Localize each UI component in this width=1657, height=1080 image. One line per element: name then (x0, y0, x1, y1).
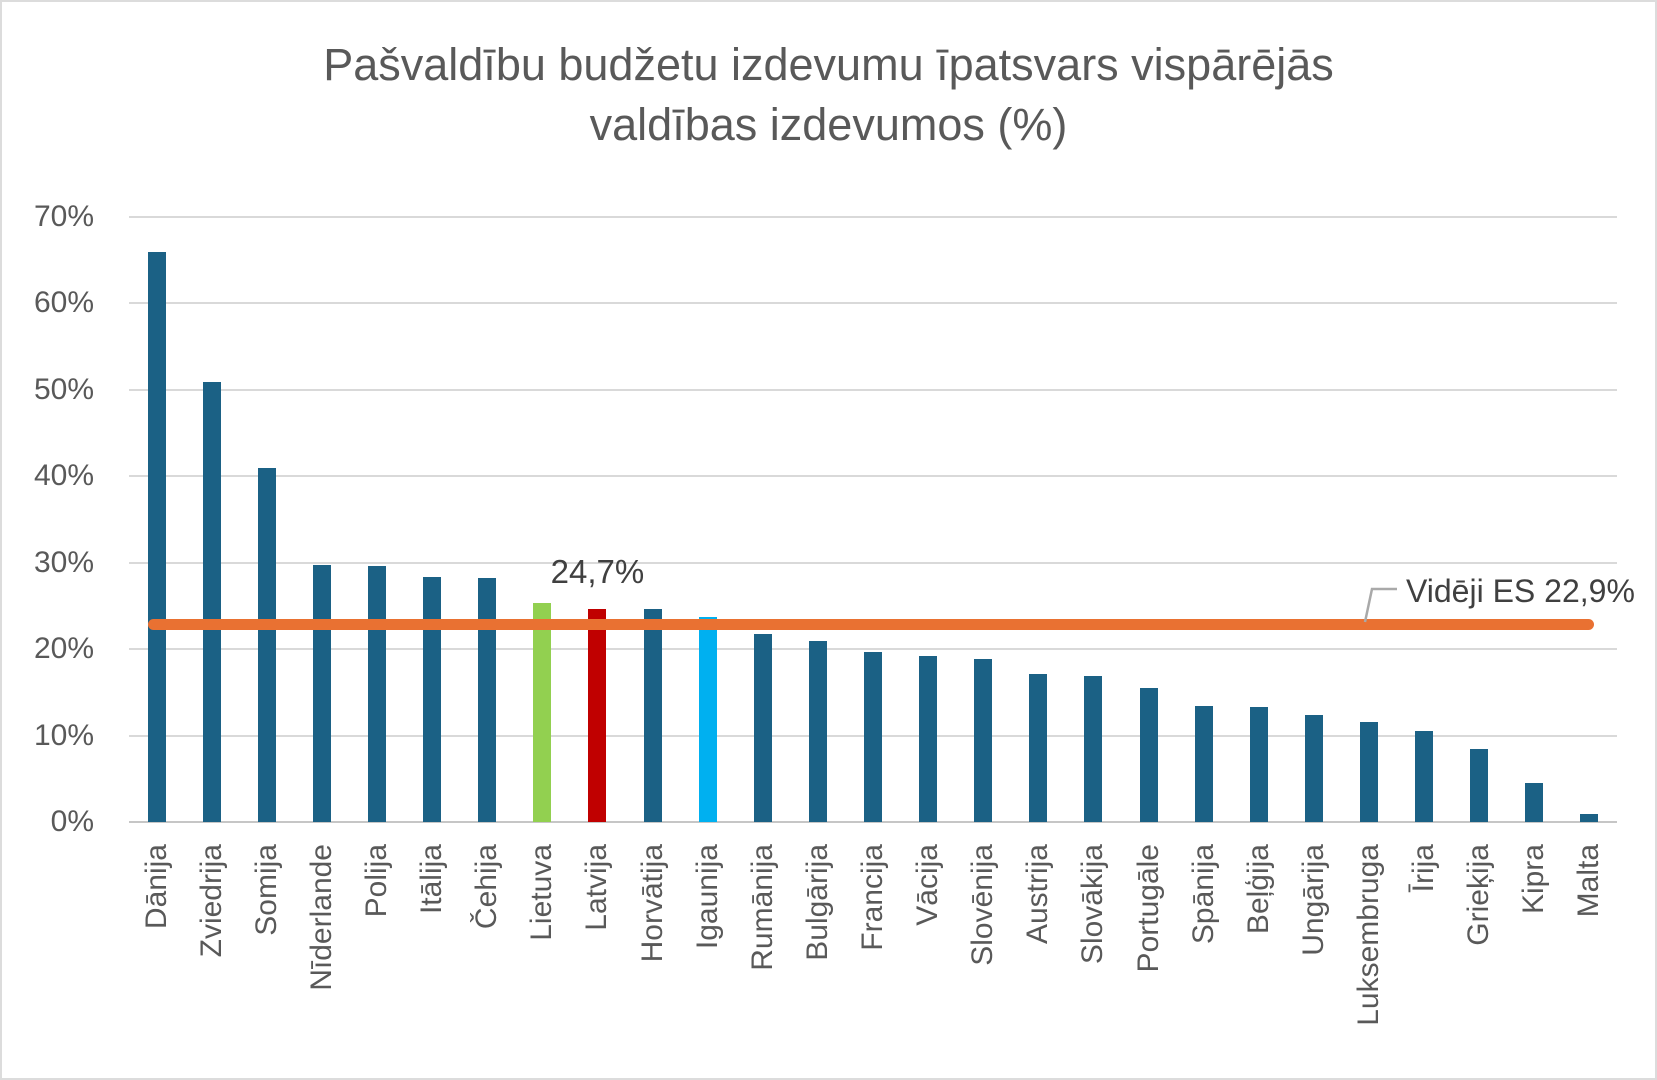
y-axis-tick-label: 10% (33, 718, 94, 752)
bar-bulgārija (808, 640, 827, 822)
bar-portugāle (1139, 688, 1158, 822)
y-axis-tick-label: 60% (33, 286, 94, 320)
eu-average-reference-line (148, 618, 1594, 630)
bar-polija (368, 566, 386, 822)
bar-luksembruga (1360, 721, 1378, 822)
x-axis-label: Lietuva (525, 844, 559, 941)
x-axis-label: Čehija (470, 844, 504, 930)
bar-vācija (919, 656, 938, 822)
x-axis-label: Zviedrija (194, 844, 228, 958)
y-axis-tick-label: 20% (33, 632, 94, 666)
x-axis-label: Slovākija (1076, 844, 1110, 965)
bar-zviedrija (202, 382, 221, 822)
x-axis-label: Grieķija (1462, 844, 1496, 946)
bar-horvātija (643, 609, 662, 822)
eu-average-label: Vidēji ES 22,9% (1406, 573, 1635, 609)
x-axis-label: Kipra (1517, 844, 1551, 915)
bar-beļģija (1249, 707, 1268, 822)
bar-lietuva (533, 603, 552, 822)
chart-title-line-1: Pašvaldību budžetu izdevumu īpatsvars vi… (323, 39, 1334, 90)
bar-slovēnija (974, 658, 993, 822)
bar-itālija (423, 577, 442, 822)
bar-somija (257, 467, 276, 822)
x-axis-label: Rumānija (745, 844, 779, 971)
bar-čehija (478, 578, 497, 822)
x-axis-label: Spānija (1186, 844, 1220, 945)
x-axis-label: Malta (1572, 844, 1606, 918)
x-axis-label: Beļģija (1241, 844, 1275, 935)
x-axis-label: Polija (360, 844, 393, 918)
y-axis-tick-label: 30% (33, 545, 94, 579)
gridline (129, 388, 1617, 391)
x-axis-label: Somija (249, 844, 283, 936)
chart-title: Pašvaldību budžetu izdevumu īpatsvars vi… (2, 35, 1655, 155)
bar-grieķija (1470, 749, 1489, 822)
bar-francija (864, 651, 882, 822)
x-axis-label: Luksembruga (1352, 844, 1385, 1026)
y-axis-tick-label: 50% (33, 372, 94, 406)
x-axis-label: Austrija (1021, 844, 1055, 945)
x-axis-label: Horvātija (635, 844, 669, 963)
bar-igaunija (698, 617, 717, 822)
x-axis-label: Latvija (580, 844, 614, 931)
x-axis-label: Igaunija (690, 844, 724, 950)
x-axis-label: Ungārija (1296, 844, 1330, 956)
bar-austrija (1029, 674, 1048, 822)
x-axis-label: Dānija (139, 844, 173, 930)
bar-malta (1580, 814, 1599, 822)
bar-ungārija (1304, 714, 1323, 822)
x-axis-line (129, 821, 1617, 823)
x-axis-label: Itālija (415, 844, 449, 915)
y-axis-tick-label: 70% (33, 200, 94, 233)
bar-nīderlande (312, 565, 331, 822)
gridline (129, 216, 1617, 218)
x-axis-label: Bulgārija (800, 844, 834, 961)
bar-spānija (1194, 706, 1213, 822)
x-axis-label: Portugāle (1131, 844, 1165, 973)
x-axis-label: Īrija (1407, 844, 1441, 893)
gridline (129, 302, 1617, 305)
y-axis-tick-label: 0% (50, 805, 94, 838)
plot-area (129, 216, 1617, 823)
x-axis: Dānija Zviedrija Somija Nīderlande Polija Itā… (129, 844, 1617, 1074)
chart-title-line-2: valdības izdevumos (%) (589, 99, 1068, 150)
x-axis-label: Nīderlande (304, 844, 338, 991)
gridline (129, 475, 1617, 478)
bar-kipra (1525, 783, 1544, 822)
gridline (129, 561, 1617, 564)
x-axis-label: Francija (856, 844, 889, 951)
y-axis-tick-label: 40% (33, 459, 94, 493)
bar-latvija (588, 608, 607, 822)
x-axis-label: Vācija (911, 844, 945, 926)
data-label-latvija: 24,7% (550, 553, 645, 590)
bar-slovākija (1084, 675, 1103, 822)
bar-dānija (147, 252, 166, 822)
bar-rumānija (753, 634, 772, 822)
x-axis-label: Slovēnija (966, 844, 1000, 966)
gridline (129, 648, 1617, 651)
bar-īrija (1415, 731, 1434, 822)
